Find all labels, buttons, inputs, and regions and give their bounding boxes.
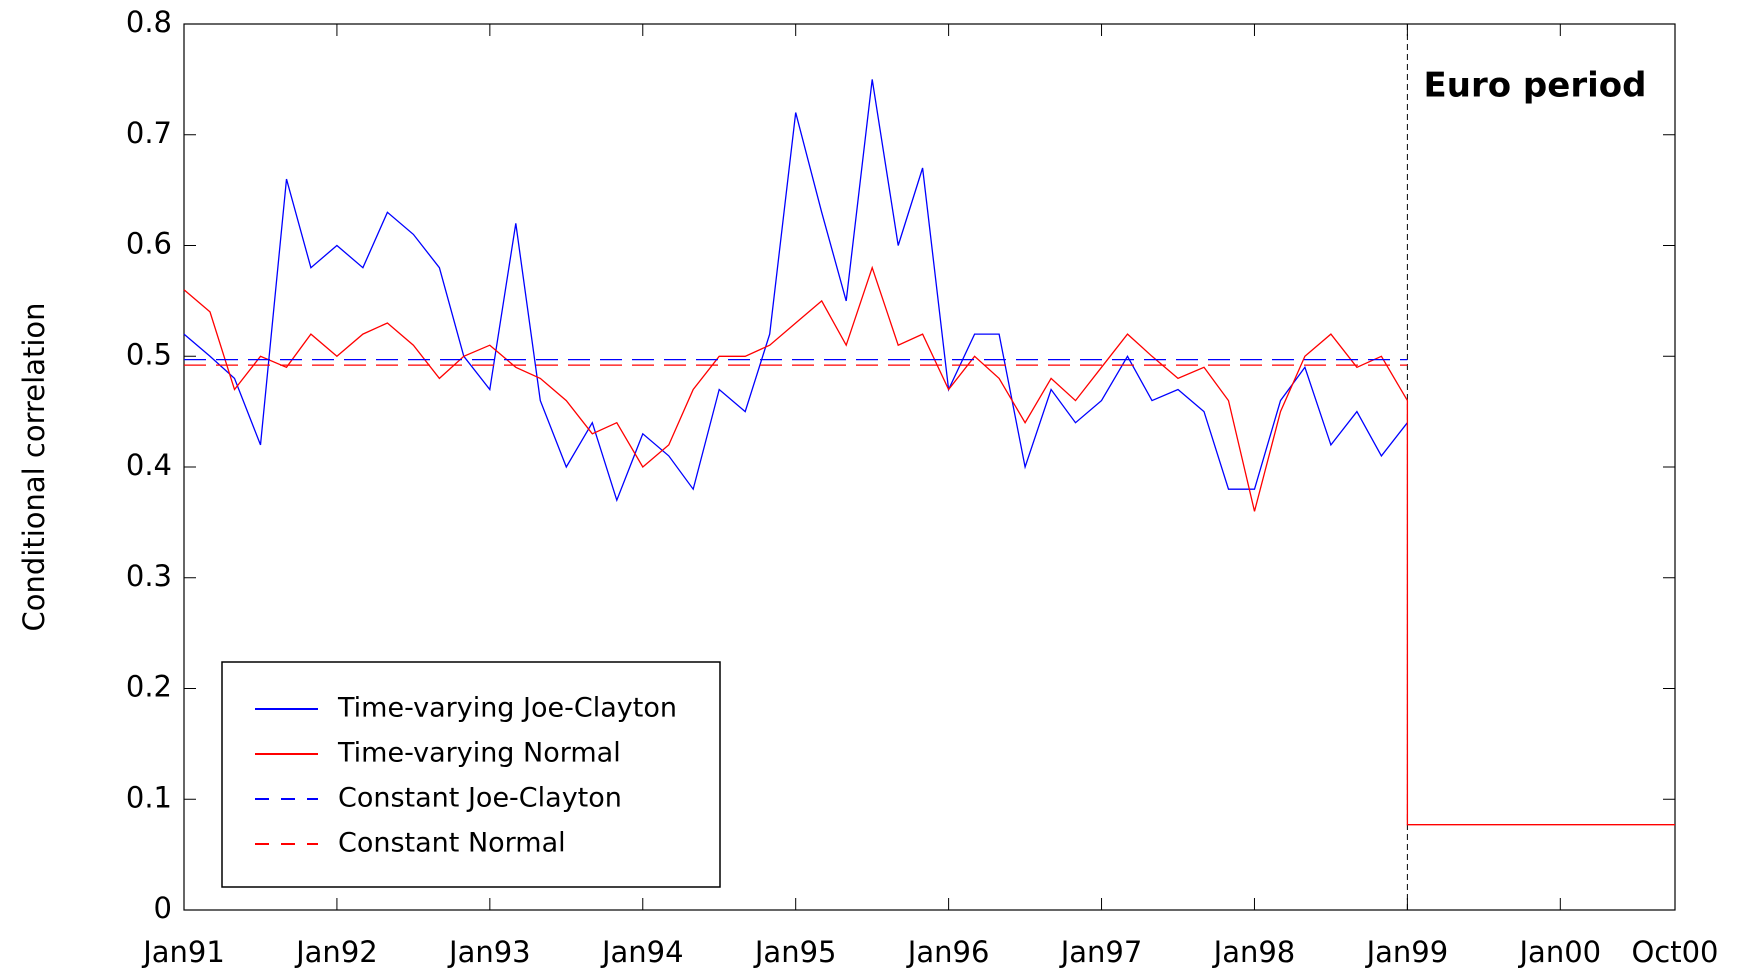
x-tick-label: Jan96 [906,935,990,969]
y-tick-label: 0.2 [126,670,172,704]
y-tick-label: 0.4 [126,448,172,482]
legend-box [221,661,721,888]
y-tick-label: 0.3 [126,559,172,593]
x-tick-label: Jan98 [1212,935,1296,969]
x-tick-label: Oct00 [1631,935,1718,969]
x-tick-label: Jan95 [753,935,837,969]
legend-label: Time-varying Joe-Clayton [337,693,677,724]
x-tick-label: Jan94 [600,935,684,969]
x-tick-label: Jan93 [447,935,531,969]
series-line [183,79,1408,503]
x-tick-label: Jan99 [1365,935,1449,969]
x-tick-label: Jan00 [1518,935,1602,969]
y-tick-label: 0.6 [126,227,172,261]
legend-label: Constant Joe-Clayton [338,783,622,814]
y-tick-label: 0.5 [126,337,172,371]
y-tick-label: 0.8 [126,5,172,39]
y-axis-label: Conditional correlation [17,302,51,631]
x-tick-label: Jan91 [141,935,225,969]
x-tick-label: Jan97 [1059,935,1143,969]
legend-label: Time-varying Normal [337,738,621,769]
x-tick-label: Jan92 [294,935,378,969]
series-line [183,265,1675,826]
y-tick-label: 0 [154,891,172,925]
y-tick-label: 0.1 [126,780,172,814]
y-tick-label: 0.7 [126,116,172,150]
legend-label: Constant Normal [338,828,566,859]
annotation: Euro period [1424,66,1647,106]
